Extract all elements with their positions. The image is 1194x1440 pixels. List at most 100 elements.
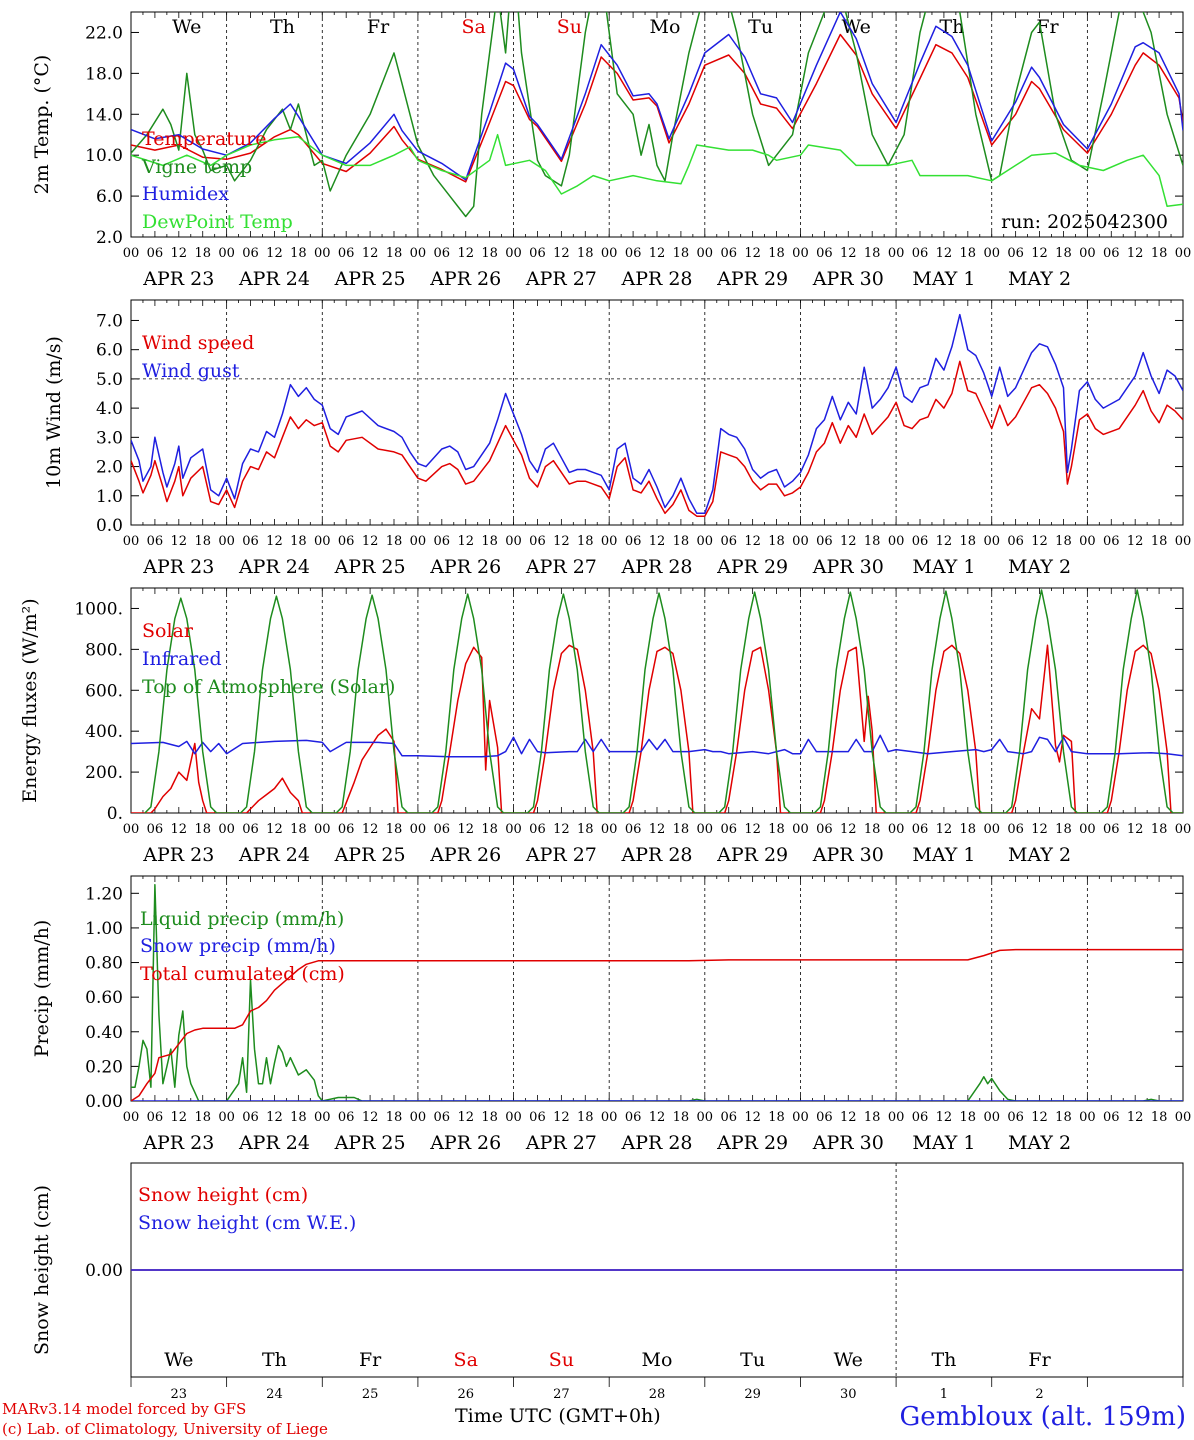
date-label: APR 26 [429, 844, 501, 866]
date-label: APR 29 [716, 1132, 788, 1154]
hour-tick-label: 18 [481, 822, 498, 837]
hour-tick-label: 00 [792, 534, 809, 549]
hour-tick-label: 12 [362, 1110, 379, 1125]
hour-tick-label: 12 [362, 534, 379, 549]
hour-tick-label: 12 [362, 246, 379, 261]
hour-tick-label: 12 [457, 822, 474, 837]
day-number-label: 26 [457, 1387, 474, 1402]
legend-entry: Top of Atmosphere (Solar) [142, 676, 395, 698]
hour-tick-label: 18 [577, 1110, 594, 1125]
series-line [131, 133, 1183, 208]
hour-tick-label: 00 [1175, 822, 1192, 837]
y-tick-label: 200. [85, 763, 123, 783]
hour-tick-label: 06 [338, 534, 355, 549]
date-label: MAY 2 [1008, 556, 1071, 578]
hour-tick-label: 06 [147, 246, 164, 261]
hour-tick-label: 00 [601, 246, 618, 261]
hour-tick-label: 00 [410, 246, 427, 261]
day-number-label: 30 [840, 1387, 857, 1402]
hour-tick-label: 12 [1127, 822, 1144, 837]
hour-tick-label: 18 [673, 1110, 690, 1125]
date-label: APR 25 [334, 556, 406, 578]
hour-tick-label: 12 [936, 822, 953, 837]
hour-tick-label: 18 [960, 534, 977, 549]
date-label: APR 24 [238, 844, 310, 866]
weekday-label: Th [931, 1349, 956, 1371]
hour-tick-label: 00 [410, 822, 427, 837]
hour-tick-label: 06 [912, 246, 929, 261]
hour-tick-label: 06 [338, 822, 355, 837]
hour-tick-label: 18 [194, 534, 211, 549]
date-label: APR 29 [716, 844, 788, 866]
hour-tick-label: 00 [1079, 246, 1096, 261]
date-label: APR 29 [716, 556, 788, 578]
date-label: APR 24 [238, 556, 310, 578]
date-label: APR 26 [429, 556, 501, 578]
hour-tick-label: 18 [386, 534, 403, 549]
hour-tick-label: 00 [983, 534, 1000, 549]
hour-tick-label: 18 [768, 1110, 785, 1125]
hour-tick-label: 00 [697, 246, 714, 261]
legend-entry: Temperature [142, 128, 266, 150]
hour-tick-label: 00 [697, 1110, 714, 1125]
legend-entry: DewPoint Temp [142, 211, 293, 233]
y-axis-title: 2m Temp. (°C) [31, 55, 53, 195]
hour-tick-label: 18 [194, 1110, 211, 1125]
hour-tick-label: 18 [1151, 534, 1168, 549]
hour-tick-label: 00 [314, 246, 331, 261]
run-label: run: 2025042300 [1001, 211, 1168, 233]
date-label: APR 27 [525, 268, 597, 290]
hour-tick-label: 00 [888, 822, 905, 837]
hour-tick-label: 00 [218, 1110, 235, 1125]
hour-tick-label: 00 [792, 1110, 809, 1125]
hour-tick-label: 06 [1007, 246, 1024, 261]
hour-tick-label: 06 [147, 822, 164, 837]
hour-tick-label: 12 [553, 1110, 570, 1125]
hour-tick-label: 00 [218, 534, 235, 549]
hour-tick-label: 00 [123, 534, 140, 549]
hour-tick-label: 18 [673, 534, 690, 549]
hour-tick-label: 06 [1007, 1110, 1024, 1125]
hour-tick-label: 00 [601, 534, 618, 549]
hour-tick-label: 18 [1055, 246, 1072, 261]
hour-tick-label: 18 [386, 1110, 403, 1125]
hour-tick-label: 06 [816, 534, 833, 549]
hour-tick-label: 18 [1055, 534, 1072, 549]
hour-tick-label: 00 [123, 1110, 140, 1125]
y-tick-label: 2.0 [96, 228, 123, 248]
y-tick-label: 0.0 [96, 516, 123, 536]
hour-tick-label: 12 [744, 822, 761, 837]
hour-tick-label: 12 [649, 1110, 666, 1125]
hour-tick-label: 12 [649, 246, 666, 261]
hour-tick-label: 06 [434, 1110, 451, 1125]
y-tick-label: 2.0 [96, 458, 123, 478]
hour-tick-label: 06 [529, 246, 546, 261]
hour-tick-label: 12 [936, 246, 953, 261]
hour-tick-label: 12 [744, 1110, 761, 1125]
hour-tick-label: 06 [912, 534, 929, 549]
weekday-label: Sa [454, 1349, 478, 1371]
hour-tick-label: 00 [601, 822, 618, 837]
date-label: APR 28 [620, 844, 692, 866]
date-label: APR 27 [525, 1132, 597, 1154]
hour-tick-label: 00 [1175, 534, 1192, 549]
y-tick-label: 14.0 [85, 105, 123, 125]
hour-tick-label: 18 [1055, 822, 1072, 837]
hour-tick-label: 00 [983, 1110, 1000, 1125]
date-label: APR 26 [429, 268, 501, 290]
hour-tick-label: 00 [314, 822, 331, 837]
legend-entry: Snow height (cm) [138, 1184, 308, 1206]
day-number-label: 29 [744, 1387, 761, 1402]
hour-tick-label: 18 [1055, 1110, 1072, 1125]
hour-tick-label: 12 [1031, 534, 1048, 549]
weekday-label: We [834, 1349, 863, 1371]
date-label: APR 30 [812, 1132, 884, 1154]
hour-tick-label: 06 [1103, 822, 1120, 837]
hour-tick-label: 06 [625, 822, 642, 837]
y-tick-label: 600. [85, 681, 123, 701]
hour-tick-label: 12 [649, 822, 666, 837]
hour-tick-label: 06 [1007, 822, 1024, 837]
hour-tick-label: 12 [840, 822, 857, 837]
y-tick-label: 0. [107, 804, 123, 824]
